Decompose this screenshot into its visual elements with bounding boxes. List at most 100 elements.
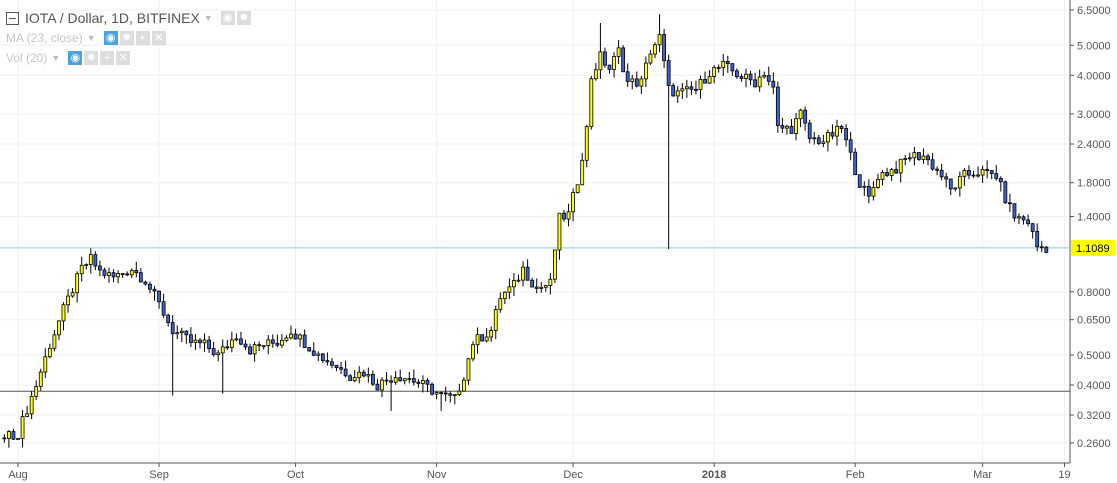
candle-body: [61, 304, 66, 322]
candle: [771, 72, 776, 95]
close-icon[interactable]: ✕: [151, 31, 166, 45]
candle-body: [789, 125, 794, 134]
close-icon[interactable]: ✕: [116, 51, 131, 65]
candle-body: [111, 272, 116, 278]
candle: [516, 274, 521, 283]
eye-icon[interactable]: ◉: [68, 51, 83, 65]
candle: [1021, 215, 1026, 225]
collapse-icon[interactable]: [6, 11, 19, 25]
candle-body: [794, 118, 798, 134]
candle: [411, 369, 416, 386]
caret-down-icon[interactable]: ▼: [203, 13, 213, 23]
candle-body: [484, 336, 489, 342]
candle-body: [512, 280, 516, 288]
candle: [830, 124, 835, 140]
candle-body: [844, 128, 848, 141]
candle: [452, 394, 457, 405]
candle-body: [198, 339, 202, 344]
candle: [293, 328, 298, 340]
candle-body: [261, 345, 266, 348]
gear-icon[interactable]: ✹: [236, 11, 251, 25]
candle: [666, 54, 671, 249]
candle: [188, 327, 193, 347]
candle-body: [430, 383, 434, 395]
ma-label[interactable]: MA (23, close): [6, 31, 83, 45]
candle: [161, 293, 166, 318]
candle-body: [125, 273, 130, 276]
candle: [653, 42, 657, 59]
candle: [484, 328, 489, 343]
candle-body: [29, 395, 34, 415]
candle-body: [625, 71, 630, 82]
candle: [593, 63, 598, 81]
candle-body: [307, 347, 312, 352]
candle: [894, 161, 899, 174]
candle-body: [725, 61, 730, 64]
candle: [243, 339, 248, 350]
x-tick-label: Oct: [287, 469, 304, 481]
candle: [607, 64, 612, 74]
candle-body: [507, 286, 512, 293]
candle-body: [748, 73, 753, 81]
y-tick-label: 4.0000: [1077, 70, 1111, 82]
eye-icon[interactable]: ◉: [103, 31, 118, 45]
candle: [239, 331, 243, 346]
candle-body: [421, 380, 425, 384]
candle: [461, 377, 466, 392]
plus-icon[interactable]: +: [100, 51, 115, 65]
candle: [566, 203, 571, 227]
last-price-badge: [1071, 239, 1115, 256]
candle: [794, 112, 798, 141]
gear-icon[interactable]: ✹: [119, 31, 134, 45]
candle: [307, 347, 312, 352]
candle-body: [835, 125, 839, 137]
candle-body: [161, 301, 166, 316]
candle: [57, 320, 61, 341]
candle-body: [634, 78, 639, 87]
candle: [844, 124, 848, 147]
candle: [971, 171, 976, 179]
candle: [621, 45, 626, 73]
candle: [835, 119, 839, 146]
y-tick-label: 0.3200: [1077, 410, 1111, 422]
candle: [648, 49, 653, 65]
candle-body: [903, 158, 908, 161]
candle-body: [671, 85, 676, 97]
candle: [785, 124, 789, 135]
x-tick-label: Aug: [8, 469, 28, 481]
vol-label[interactable]: Vol (20): [6, 51, 48, 65]
candle: [671, 82, 676, 97]
candle: [698, 75, 703, 99]
candle: [539, 281, 544, 293]
candle: [498, 292, 503, 313]
candle: [557, 212, 562, 260]
candle: [703, 71, 707, 84]
candle: [79, 256, 84, 282]
candle-body: [866, 185, 871, 197]
candle-body: [157, 290, 161, 303]
candle: [662, 28, 666, 69]
candle-body: [525, 266, 530, 281]
plus-icon[interactable]: +: [135, 31, 150, 45]
candle: [962, 168, 967, 186]
caret-down-icon[interactable]: ▼: [86, 33, 96, 43]
x-tick-label: Sep: [149, 469, 169, 481]
candle: [1017, 213, 1021, 225]
candle: [744, 68, 748, 88]
candle: [339, 361, 343, 375]
eye-icon[interactable]: ◉: [220, 11, 235, 25]
caret-down-icon[interactable]: ▼: [51, 53, 61, 63]
candle: [2, 434, 7, 443]
candle: [939, 163, 944, 181]
candle: [948, 178, 953, 196]
candle-body: [926, 155, 930, 161]
candle: [657, 14, 662, 53]
candle-body: [38, 371, 43, 387]
gear-icon[interactable]: ✹: [84, 51, 99, 65]
candle: [753, 72, 757, 88]
candle-body: [425, 380, 430, 385]
candle: [198, 338, 202, 349]
candle: [93, 251, 98, 271]
